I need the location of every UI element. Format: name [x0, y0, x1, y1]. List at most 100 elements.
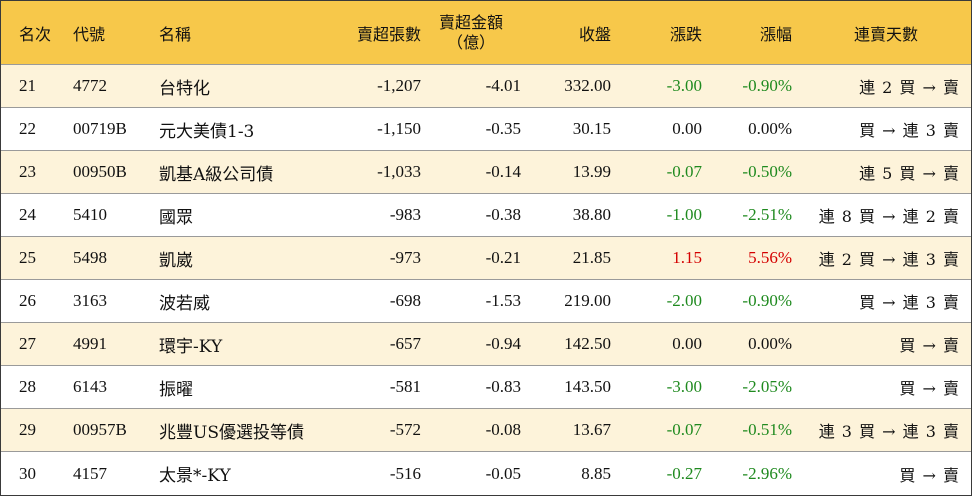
close-price-cell: 38.80 [572, 205, 611, 224]
close-price-cell: 142.50 [564, 334, 611, 353]
code-cell: 00719B [73, 119, 127, 138]
net-sell-lots-cell: -698 [389, 291, 421, 310]
rank-cell: 25 [19, 248, 36, 267]
header-code: 代號 [73, 24, 106, 44]
net-sell-amount-cell: -0.14 [485, 162, 521, 181]
consecutive-days-cell: 連 2 買 → 連 3 賣 [818, 250, 960, 269]
code-cell: 4991 [73, 334, 107, 353]
rank-cell: 28 [19, 377, 36, 396]
name-cell: 國眾 [159, 207, 193, 228]
net-sell-amount-cell: -0.83 [485, 377, 521, 396]
table-row: 28 6143 振曜 -581 -0.83 143.50 -3.00 -2.05% 買 → 賣 [1, 366, 971, 409]
rank-cell: 21 [19, 76, 36, 95]
table-row: 22 00719B 元大美債1-3 -1,150 -0.35 30.15 0.00 0.00%… [1, 108, 971, 151]
net-sell-lots-cell: -581 [389, 377, 421, 396]
net-sell-lots-cell: -1,207 [377, 76, 421, 95]
name-cell: 兆豐US優選投等債 [159, 422, 304, 443]
net-sell-lots-cell: -983 [389, 205, 421, 224]
consecutive-days-cell: 連 8 買 → 連 2 賣 [818, 207, 960, 226]
change-pct-cell: 0.00% [748, 334, 792, 353]
change-pct-cell: 5.56% [748, 248, 792, 267]
change-cell: -3.00 [666, 76, 702, 95]
consecutive-days-cell: 買 → 連 3 賣 [859, 293, 960, 312]
code-cell: 5410 [73, 205, 107, 224]
net-sell-lots-cell: -1,150 [377, 119, 421, 138]
change-cell: -0.27 [666, 463, 702, 483]
header-net-sell-amount-line2: （億） [446, 32, 495, 52]
rank-cell: 29 [19, 420, 36, 439]
net-sell-lots-cell: -657 [389, 334, 421, 353]
change-pct-cell: 0.00% [748, 119, 792, 138]
name-cell: 振曜 [159, 379, 193, 400]
table-row: 23 00950B 凱基A級公司債 -1,033 -0.14 13.99 -0.07 -0.5… [1, 151, 971, 194]
consecutive-days-cell: 連 5 買 → 賣 [859, 164, 960, 183]
table-header: 名次 代號 名稱 賣超張數 賣超金額 （億） 收盤 漲跌 漲幅 連賣天數 [1, 1, 971, 65]
rank-cell: 22 [19, 119, 36, 138]
consecutive-days-cell: 買 → 賣 [899, 379, 960, 398]
change-pct-cell: -0.90% [742, 291, 792, 310]
change-cell: -1.00 [666, 205, 702, 224]
net-sell-amount-cell: -0.35 [485, 119, 521, 138]
table-row: 26 3163 波若威 -698 -1.53 219.00 -2.00 -0.90% 買 → 連… [1, 280, 971, 323]
change-pct-cell: -0.50% [742, 162, 792, 181]
net-sell-lots-cell: -572 [389, 420, 421, 439]
close-price-cell: 13.67 [572, 420, 611, 439]
change-cell: 0.00 [672, 119, 702, 138]
header-rank: 名次 [19, 24, 52, 44]
rank-cell: 23 [19, 162, 36, 181]
change-pct-cell: -2.05% [742, 377, 792, 396]
close-price-cell: 8.85 [581, 463, 611, 483]
header-name: 名稱 [159, 24, 192, 44]
close-price-cell: 143.50 [564, 377, 611, 396]
table-row: 27 4991 環宇-KY -657 -0.94 142.50 0.00 0.00% 買 → 賣 [1, 323, 971, 366]
close-price-cell: 219.00 [564, 291, 611, 310]
close-price-cell: 332.00 [564, 76, 611, 95]
change-cell: -2.00 [666, 291, 702, 310]
header-net-sell-lots: 賣超張數 [356, 24, 421, 44]
name-cell: 元大美債1-3 [159, 121, 255, 142]
name-cell: 太景*-KY [159, 466, 231, 486]
change-cell: -0.07 [666, 162, 702, 181]
code-cell: 6143 [73, 377, 107, 396]
header-net-sell-amount: 賣超金額 （億） [421, 1, 521, 64]
change-pct-cell: -2.96% [742, 463, 792, 483]
close-price-cell: 21.85 [572, 248, 611, 267]
table-row: 30 4157 太景*-KY -516 -0.05 8.85 -0.27 -2.96% 買 → … [1, 452, 971, 495]
code-cell: 4772 [73, 76, 107, 95]
change-pct-cell: -2.51% [742, 205, 792, 224]
close-price-cell: 30.15 [572, 119, 611, 138]
change-cell: -3.00 [666, 377, 702, 396]
net-sell-lots-cell: -516 [389, 463, 421, 483]
code-cell: 00957B [73, 420, 127, 439]
change-pct-cell: -0.51% [742, 420, 792, 439]
code-cell: 4157 [73, 463, 107, 483]
header-change: 漲跌 [669, 24, 702, 44]
name-cell: 波若威 [159, 293, 210, 314]
header-change-pct: 漲幅 [759, 24, 792, 44]
net-sell-lots-cell: -973 [389, 248, 421, 267]
change-cell: 1.15 [672, 248, 702, 267]
net-sell-amount-cell: -0.21 [485, 248, 521, 267]
header-close: 收盤 [578, 24, 611, 44]
name-cell: 環宇-KY [159, 336, 223, 357]
name-cell: 凱崴 [159, 250, 193, 271]
code-cell: 5498 [73, 248, 107, 267]
rank-cell: 30 [19, 463, 36, 483]
table-body: 21 4772 台特化 -1,207 -4.01 332.00 -3.00 -0.90% 連 2… [1, 65, 971, 495]
net-sell-amount-cell: -0.08 [485, 420, 521, 439]
net-sell-amount-cell: -0.38 [485, 205, 521, 224]
rank-cell: 27 [19, 334, 36, 353]
rank-cell: 26 [19, 291, 36, 310]
net-sell-amount-cell: -0.05 [485, 463, 521, 483]
change-cell: 0.00 [672, 334, 702, 353]
consecutive-days-cell: 買 → 連 3 賣 [859, 121, 960, 140]
change-pct-cell: -0.90% [742, 76, 792, 95]
table-row: 29 00957B 兆豐US優選投等債 -572 -0.08 13.67 -0.07 -0.5… [1, 409, 971, 452]
net-sell-amount-cell: -4.01 [485, 76, 521, 95]
name-cell: 台特化 [159, 78, 210, 99]
consecutive-days-cell: 連 2 買 → 賣 [859, 78, 960, 97]
header-net-sell-amount-line1: 賣超金額 [438, 12, 503, 32]
table-row: 24 5410 國眾 -983 -0.38 38.80 -1.00 -2.51% 連 8 買 →… [1, 194, 971, 237]
consecutive-days-cell: 連 3 買 → 連 3 賣 [818, 422, 960, 441]
